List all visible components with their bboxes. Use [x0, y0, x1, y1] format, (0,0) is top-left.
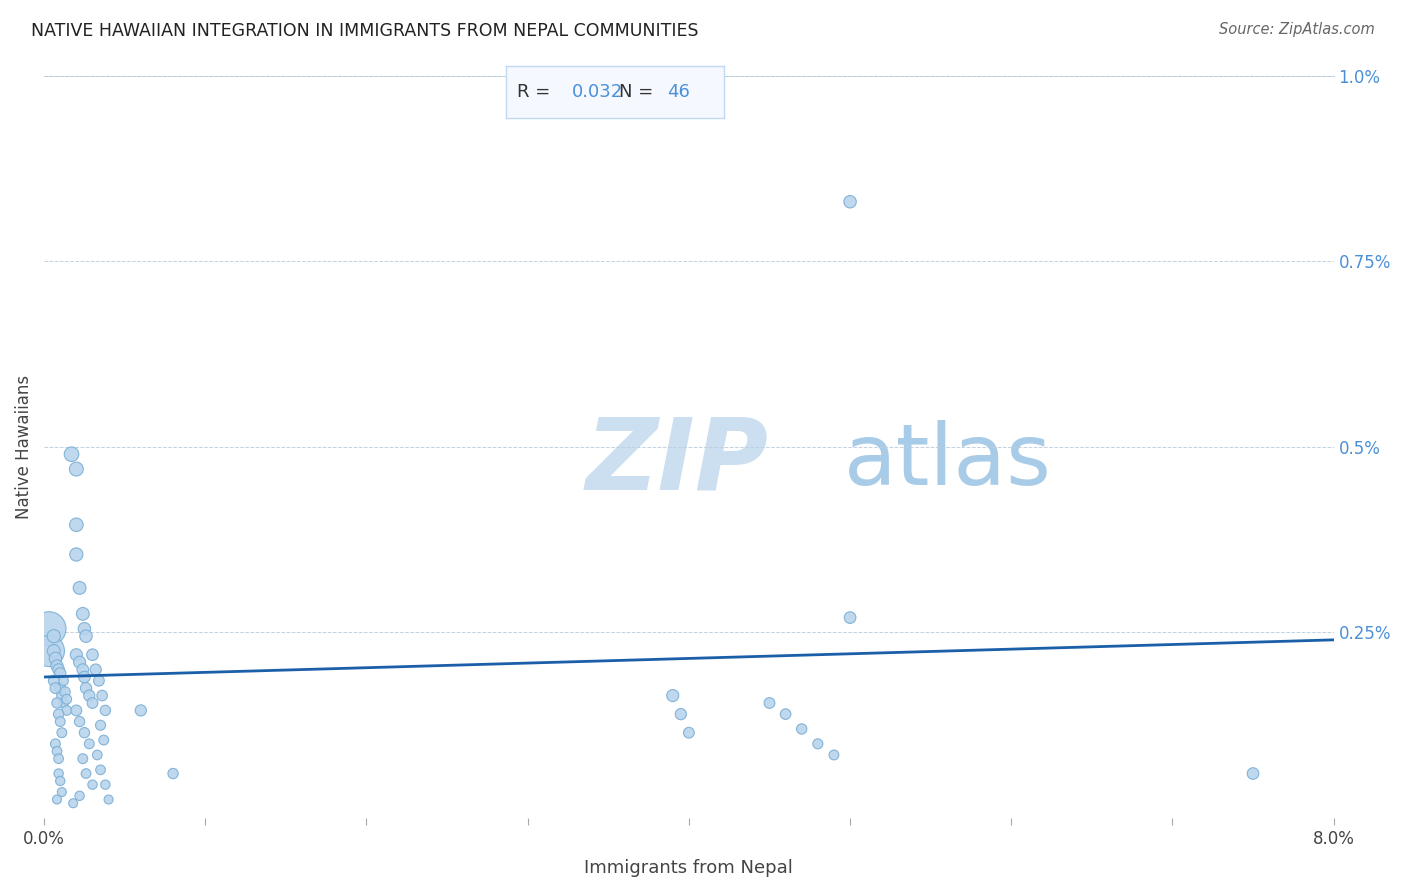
Point: [48, 766, 70, 780]
Point: [75, 681, 97, 695]
Point: [38, 644, 60, 658]
Point: [65, 548, 87, 562]
Point: [77, 689, 100, 703]
Point: [72, 663, 94, 677]
Point: [82, 778, 104, 792]
Point: [84, 663, 107, 677]
Point: [52, 696, 75, 710]
Point: [86, 747, 108, 762]
Point: [65, 462, 87, 476]
Point: [73, 725, 96, 739]
Point: [65, 648, 87, 662]
Point: [60, 447, 83, 461]
Text: 0.032: 0.032: [571, 83, 623, 101]
Point: [51, 725, 73, 739]
Point: [72, 607, 94, 621]
Point: [46, 658, 69, 673]
Point: [38, 622, 60, 636]
Point: [46, 696, 69, 710]
Point: [69, 581, 91, 595]
Point: [75, 629, 97, 643]
Point: [44, 681, 66, 695]
Point: [42, 629, 65, 643]
Point: [775, 707, 797, 722]
Point: [42, 673, 65, 688]
Point: [51, 689, 73, 703]
Point: [1241, 766, 1264, 780]
Point: [48, 707, 70, 722]
Point: [72, 752, 94, 766]
Point: [73, 670, 96, 684]
Point: [49, 714, 72, 729]
Text: atlas: atlas: [844, 420, 1052, 503]
Point: [46, 792, 69, 806]
Point: [75, 766, 97, 780]
Y-axis label: Native Hawaiians: Native Hawaiians: [15, 375, 32, 519]
Point: [823, 747, 845, 762]
Point: [661, 689, 683, 703]
Point: [69, 655, 91, 669]
Point: [93, 733, 115, 747]
Point: [807, 737, 830, 751]
Point: [129, 703, 152, 717]
Point: [89, 763, 111, 777]
Point: [839, 610, 862, 624]
Text: 46: 46: [668, 83, 690, 101]
Point: [62, 796, 84, 810]
Point: [678, 725, 700, 739]
Point: [69, 714, 91, 729]
Point: [53, 685, 76, 699]
Point: [73, 622, 96, 636]
Point: [46, 744, 69, 758]
Point: [48, 752, 70, 766]
Point: [48, 663, 70, 677]
Point: [94, 778, 117, 792]
Text: Source: ZipAtlas.com: Source: ZipAtlas.com: [1219, 22, 1375, 37]
Point: [65, 703, 87, 717]
Point: [55, 692, 77, 706]
Text: NATIVE HAWAIIAN INTEGRATION IN IMMIGRANTS FROM NEPAL COMMUNITIES: NATIVE HAWAIIAN INTEGRATION IN IMMIGRANT…: [31, 22, 699, 40]
Point: [89, 718, 111, 732]
Point: [55, 703, 77, 717]
Point: [49, 681, 72, 695]
Point: [97, 792, 120, 806]
Point: [82, 648, 104, 662]
Point: [162, 766, 184, 780]
Point: [44, 737, 66, 751]
Point: [44, 651, 66, 665]
Point: [65, 517, 87, 532]
Point: [758, 696, 780, 710]
Point: [91, 689, 114, 703]
Point: [669, 707, 692, 722]
Point: [49, 774, 72, 789]
Point: [839, 194, 862, 209]
Point: [49, 666, 72, 681]
Text: N =: N =: [620, 83, 659, 101]
Point: [69, 789, 91, 803]
X-axis label: Immigrants from Nepal: Immigrants from Nepal: [585, 859, 793, 877]
Point: [82, 696, 104, 710]
Point: [77, 737, 100, 751]
Point: [51, 785, 73, 799]
Point: [42, 644, 65, 658]
Point: [52, 673, 75, 688]
Point: [94, 703, 117, 717]
Point: [87, 673, 110, 688]
Text: ZIP: ZIP: [586, 413, 769, 510]
Text: R =: R =: [517, 83, 555, 101]
Point: [790, 722, 813, 736]
